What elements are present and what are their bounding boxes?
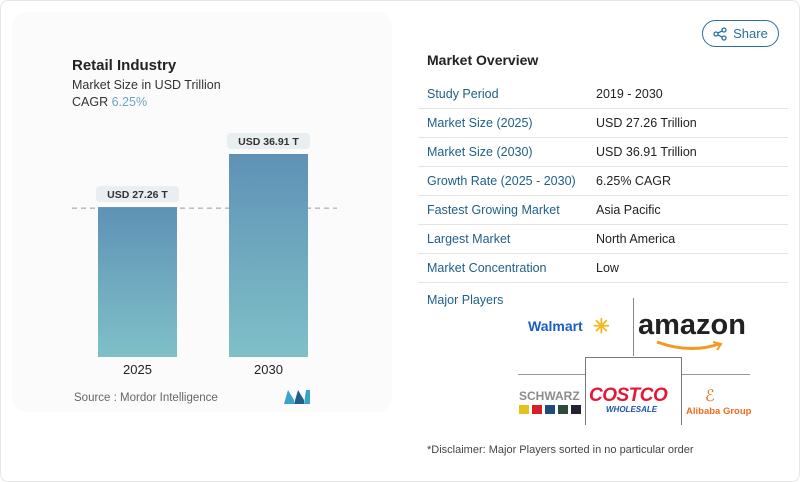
row-value: Low	[596, 261, 619, 275]
row-value: North America	[596, 232, 676, 246]
overview-title: Market Overview	[427, 52, 539, 68]
chart-cagr: CAGR 6.25%	[72, 95, 147, 109]
chart-card	[12, 12, 392, 412]
share-button[interactable]: Share	[702, 20, 779, 47]
mordor-logo-icon	[284, 390, 310, 404]
x-tick-label: 2025	[123, 362, 152, 377]
amazon-logo: amazon	[638, 309, 746, 341]
row-value: USD 36.91 Trillion	[596, 145, 697, 159]
costco-wholesale: WHOLESALE	[606, 405, 658, 414]
alibaba-icon: ℰ	[705, 388, 715, 405]
chart-source: Source : Mordor Intelligence	[74, 392, 218, 404]
data-label: USD 36.91 T	[238, 136, 299, 148]
overview-row: Fastest Growing Market Asia Pacific	[418, 196, 788, 225]
bar-2030	[229, 154, 308, 357]
cagr-value: 6.25%	[111, 95, 148, 109]
overview-row: Largest Market North America	[418, 225, 788, 254]
row-label: Growth Rate (2025 - 2030)	[427, 174, 576, 188]
overview-row: Market Concentration Low	[418, 254, 788, 283]
overview-row: Market Size (2030) USD 36.91 Trillion	[418, 138, 788, 167]
major-players-label: Major Players	[427, 293, 504, 307]
overview-row: Market Size (2025) USD 27.26 Trillion	[418, 109, 788, 138]
disclaimer: *Disclaimer: Major Players sorted in no …	[427, 444, 694, 456]
data-label-bg	[227, 133, 310, 149]
bar-2025	[98, 207, 177, 357]
x-tick-label: 2030	[254, 362, 283, 377]
row-label: Fastest Growing Market	[427, 203, 560, 217]
row-label: Market Concentration	[427, 261, 547, 275]
walmart-logo: Walmart	[528, 318, 583, 334]
cagr-label: CAGR	[72, 95, 109, 109]
chart-title: Retail Industry	[72, 57, 177, 74]
alibaba-logo: Alibaba Group	[686, 406, 752, 417]
walmart-spark-icon: ✳	[593, 316, 610, 338]
share-label: Share	[733, 26, 768, 41]
data-label: USD 27.26 T	[107, 189, 168, 201]
schwarz-logo: SCHWARZ	[519, 389, 580, 403]
row-label: Study Period	[427, 87, 499, 101]
chart-subtitle: Market Size in USD Trillion	[72, 78, 221, 92]
row-value: USD 27.26 Trillion	[596, 116, 697, 130]
amazon-smile-icon	[656, 340, 723, 351]
costco-logo: COSTCO	[589, 385, 668, 406]
bar-chart: USD 27.26 T 2025 USD 36.91 T 2030	[72, 133, 337, 377]
data-label-bg	[96, 186, 179, 203]
row-label: Market Size (2025)	[427, 116, 533, 130]
share-icon	[713, 26, 727, 41]
row-value: 2019 - 2030	[596, 87, 663, 101]
row-value: 6.25% CAGR	[596, 174, 672, 188]
overview-row: Study Period 2019 - 2030	[418, 80, 788, 109]
row-label: Market Size (2030)	[427, 145, 533, 159]
row-value: Asia Pacific	[596, 203, 661, 217]
row-label: Largest Market	[427, 232, 511, 246]
overview-row: Growth Rate (2025 - 2030) 6.25% CAGR	[418, 167, 788, 196]
schwarz-brands-icon	[519, 405, 581, 414]
